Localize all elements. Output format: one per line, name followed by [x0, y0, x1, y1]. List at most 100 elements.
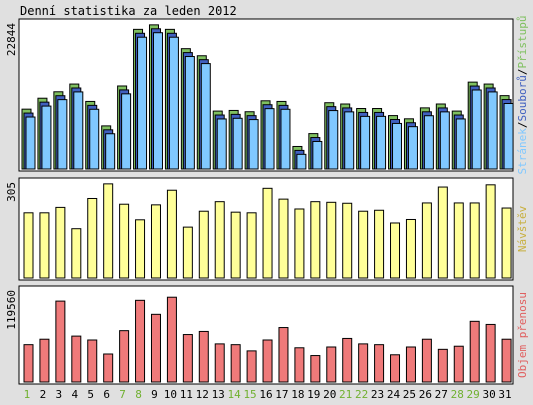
bar-visits-day-6 [103, 183, 114, 279]
bar-kbytes-day-1 [23, 344, 34, 383]
bar-kbytes-day-30 [485, 323, 496, 383]
bar-visits-day-22 [358, 210, 369, 279]
xtick-day-4: 4 [71, 388, 78, 401]
bar-stránek-day-26 [423, 115, 434, 170]
bar-stránek-day-2 [41, 105, 52, 170]
bar-visits-day-21 [342, 202, 353, 279]
bar-kbytes-day-11 [182, 334, 193, 383]
xtick-day-28: 28 [451, 388, 464, 401]
xtick-day-18: 18 [291, 388, 304, 401]
bar-stránek-day-7 [121, 93, 132, 170]
bar-visits-day-30 [485, 184, 496, 279]
bar-visits-day-18 [294, 208, 305, 279]
xtick-day-17: 17 [275, 388, 288, 401]
xtick-day-30: 30 [482, 388, 495, 401]
bar-visits-day-19 [310, 201, 321, 279]
bar-visits-day-12 [198, 210, 209, 279]
chart-bars [21, 24, 514, 383]
legend-entry-hits-files-pages-2: Přístupů [516, 16, 529, 69]
xtick-day-11: 11 [180, 388, 193, 401]
xtick-day-9: 9 [151, 388, 158, 401]
bar-visits-day-20 [326, 201, 337, 279]
bar-kbytes-day-24 [390, 354, 401, 383]
bar-stránek-day-13 [216, 118, 227, 170]
xtick-day-8: 8 [135, 388, 142, 401]
xtick-day-1: 1 [24, 388, 31, 401]
bar-stránek-day-31 [503, 103, 514, 170]
xtick-day-10: 10 [164, 388, 177, 401]
bar-visits-day-16 [262, 187, 273, 279]
bar-stránek-day-21 [344, 111, 355, 170]
bar-kbytes-day-19 [310, 355, 321, 383]
bar-stránek-day-22 [360, 115, 371, 170]
bar-stránek-day-11 [184, 56, 195, 170]
bar-kbytes-day-8 [135, 299, 146, 383]
xtick-day-13: 13 [212, 388, 225, 401]
ylabel-max-visits: 305 [5, 182, 18, 202]
bar-visits-day-23 [374, 209, 385, 279]
bar-visits-day-15 [246, 212, 257, 279]
bar-visits-day-31 [501, 207, 512, 279]
xtick-day-7: 7 [119, 388, 126, 401]
xtick-day-14: 14 [228, 388, 242, 401]
bar-visits-day-28 [453, 202, 464, 279]
xtick-day-3: 3 [56, 388, 63, 401]
bar-stránek-day-3 [57, 99, 68, 170]
bar-visits-day-2 [39, 212, 50, 279]
bar-stránek-day-25 [407, 126, 418, 170]
bar-stránek-day-23 [376, 115, 387, 170]
bar-stránek-day-17 [280, 108, 291, 170]
bar-kbytes-day-25 [405, 346, 416, 383]
bar-visits-day-9 [150, 204, 161, 279]
bar-kbytes-day-17 [278, 327, 289, 383]
xtick-day-16: 16 [259, 388, 272, 401]
bar-kbytes-day-7 [119, 330, 130, 383]
bar-stránek-day-27 [439, 111, 450, 170]
legend-entry-hits-files-pages-1: Souborů [516, 75, 529, 121]
legend-entry-visits-0: Návštěv [516, 205, 529, 252]
bar-kbytes-day-4 [71, 335, 82, 383]
bar-kbytes-day-5 [87, 339, 98, 383]
bar-kbytes-day-21 [342, 337, 353, 383]
bar-visits-day-11 [182, 226, 193, 279]
xtick-day-27: 27 [435, 388, 448, 401]
bar-stránek-day-8 [137, 36, 148, 170]
bar-stránek-day-16 [264, 108, 275, 170]
bar-visits-day-5 [87, 197, 98, 279]
xtick-day-24: 24 [387, 388, 401, 401]
bar-kbytes-day-18 [294, 347, 305, 383]
bar-stránek-day-12 [200, 63, 211, 170]
bar-visits-day-24 [390, 222, 401, 279]
bar-kbytes-day-14 [230, 344, 241, 383]
xtick-day-12: 12 [196, 388, 209, 401]
bar-stránek-day-19 [312, 140, 323, 170]
bar-kbytes-day-13 [214, 343, 225, 383]
chart-title: Denní statistika za leden 2012 [20, 4, 237, 18]
bar-kbytes-day-15 [246, 350, 257, 383]
bar-visits-day-3 [55, 206, 66, 279]
bar-kbytes-day-12 [198, 330, 209, 383]
bar-stránek-day-15 [248, 119, 259, 170]
bar-stránek-day-28 [455, 118, 466, 170]
bar-kbytes-day-22 [358, 343, 369, 383]
bar-visits-day-13 [214, 201, 225, 279]
xtick-day-2: 2 [40, 388, 47, 401]
bar-visits-day-4 [71, 228, 82, 279]
xtick-day-25: 25 [403, 388, 416, 401]
bar-kbytes-day-20 [326, 346, 337, 383]
bar-stránek-day-24 [392, 122, 403, 170]
xtick-day-21: 21 [339, 388, 352, 401]
legend-hits-files-pages: Stránek/Souborů/Přístupů [516, 16, 529, 175]
bar-visits-day-14 [230, 211, 241, 279]
xtick-day-19: 19 [307, 388, 320, 401]
bar-kbytes-day-23 [374, 344, 385, 383]
bar-kbytes-day-2 [39, 338, 50, 383]
xtick-day-6: 6 [103, 388, 110, 401]
legend-kbytes: Objem přenosu [516, 292, 529, 378]
bar-visits-day-29 [469, 202, 480, 279]
xtick-day-26: 26 [419, 388, 432, 401]
bar-stránek-day-18 [296, 153, 307, 170]
legend-separator: / [516, 121, 529, 128]
bar-stránek-day-4 [73, 91, 84, 170]
